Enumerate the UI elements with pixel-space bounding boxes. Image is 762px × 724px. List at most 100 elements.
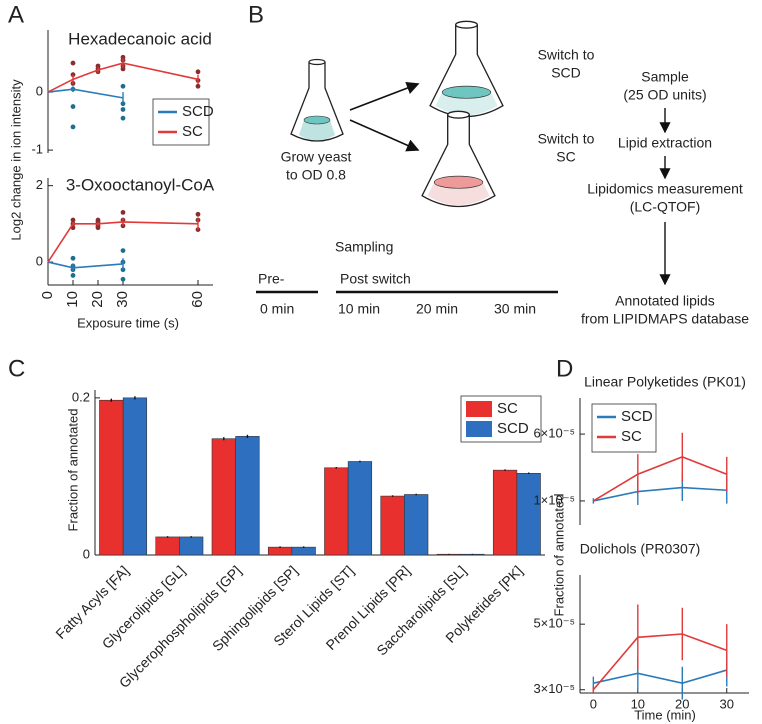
diagram: Grow yeast to OD 0.8 Switch to SCD Switc… (256, 20, 749, 327)
legend-swatch (466, 421, 492, 437)
diagram-text: Annotated lipids (615, 293, 715, 309)
replicate-point (120, 248, 126, 254)
diagram-text: Lipidomics measurement (587, 181, 743, 197)
y-tick-label: 0 (36, 84, 43, 99)
diagram-text: (25 OD units) (623, 87, 706, 103)
bar (122, 397, 148, 556)
legend-label: SC (621, 428, 642, 445)
bar (404, 494, 429, 556)
replicate-point (70, 273, 76, 278)
replicate-point (120, 209, 126, 215)
series-line (592, 455, 728, 502)
series-line (593, 669, 727, 684)
bar (235, 436, 260, 556)
x-tick-label: 0 (39, 291, 56, 299)
bar (516, 472, 541, 556)
diagram-text: Lipid extraction (618, 135, 712, 151)
replicate-point (70, 217, 76, 223)
y-axis-label: Fraction of annotated (65, 409, 80, 532)
x-tick-label: 20 (89, 291, 106, 308)
replicate-point (95, 225, 101, 231)
panel-label: B (248, 1, 264, 28)
y-axis-label: Fraction of annotated (551, 494, 566, 617)
diagram-text: Switch to (538, 131, 595, 147)
diagram-text: Grow yeast (281, 149, 352, 165)
replicate-point (70, 104, 76, 109)
legend-box (152, 98, 210, 146)
replicate-point (195, 227, 201, 232)
legend-swatch (466, 401, 492, 417)
x-axis-label: Time (min) (634, 707, 696, 722)
bar (211, 438, 236, 556)
replicate-point (120, 83, 126, 89)
flask (421, 110, 496, 208)
bar (291, 546, 316, 556)
x-tick-label: 30 (114, 291, 131, 308)
bar (267, 546, 293, 556)
panel-label: D (556, 355, 573, 382)
y-tick-label: 6×10⁻⁵ (533, 426, 575, 441)
chart-title: Dolichols (PR0307) (580, 541, 701, 557)
legend-label: SCD (182, 103, 214, 120)
x-axis-label: Exposure time (s) (77, 315, 179, 330)
diagram-text: 30 min (494, 301, 536, 317)
arrow (349, 82, 420, 111)
replicate-point (70, 60, 76, 66)
flask (429, 20, 504, 118)
diagram-text: Post switch (340, 271, 411, 287)
chart-title: 3-Oxooctanoyl-CoA (66, 175, 215, 194)
replicate-point (195, 211, 201, 217)
y-tick-label: 0 (36, 254, 43, 269)
diagram-text: (LC-QTOF) (630, 199, 701, 215)
legend-box (591, 403, 657, 453)
x-tick-label: 0 (590, 696, 597, 711)
bar (347, 461, 373, 556)
chart-title: Linear Polyketides (PK01) (584, 374, 746, 390)
bar (99, 399, 124, 556)
diagram-text: Pre- (258, 271, 285, 287)
replicate-point (120, 276, 126, 282)
y-tick-label: 0 (83, 546, 90, 561)
legend-label: SCD (497, 420, 529, 437)
series-line (47, 88, 124, 99)
panel-label: C (8, 355, 25, 382)
y-axis-label: Log2 change in ion intensity (8, 79, 23, 241)
replicate-point (120, 115, 126, 121)
bar (324, 467, 349, 556)
x-tick-label: 60 (189, 291, 206, 308)
legend-label: SCD (621, 408, 653, 425)
diagram-text: 0 min (260, 301, 294, 317)
diagram-text: to OD 0.8 (286, 167, 346, 183)
replicate-point (195, 69, 201, 75)
y-tick-label: 5×10⁻⁵ (533, 616, 575, 631)
replicate-point (195, 83, 201, 89)
legend-label: SC (497, 400, 518, 417)
bar (179, 536, 204, 556)
series-line (592, 633, 728, 691)
replicate-point (120, 66, 126, 72)
bar (155, 536, 180, 556)
diagram-text: 10 min (338, 301, 380, 317)
arrow (349, 119, 420, 152)
panel-label: A (8, 1, 24, 28)
diagram-text: SC (556, 149, 575, 165)
replicate-point (70, 255, 76, 261)
series-line (47, 261, 124, 269)
chart-title: Hexadecanoic acid (68, 29, 212, 48)
x-tick-label: 10 (64, 291, 81, 308)
x-tick-label: 30 (720, 696, 734, 711)
bar (380, 495, 405, 556)
flask (290, 58, 344, 142)
replicate-point (120, 107, 126, 112)
y-tick-label: 2 (36, 177, 43, 192)
series-line (593, 486, 727, 502)
bar (492, 469, 518, 556)
diagram-text: Switch to (538, 47, 595, 63)
x-tick-label: 20 (675, 696, 689, 711)
diagram-text: from LIPIDMAPS database (581, 311, 749, 327)
replicate-point (70, 124, 76, 130)
y-tick-label: 0.2 (72, 389, 90, 404)
diagram-text: SCD (551, 65, 581, 81)
y-tick-label: -1 (31, 142, 43, 157)
